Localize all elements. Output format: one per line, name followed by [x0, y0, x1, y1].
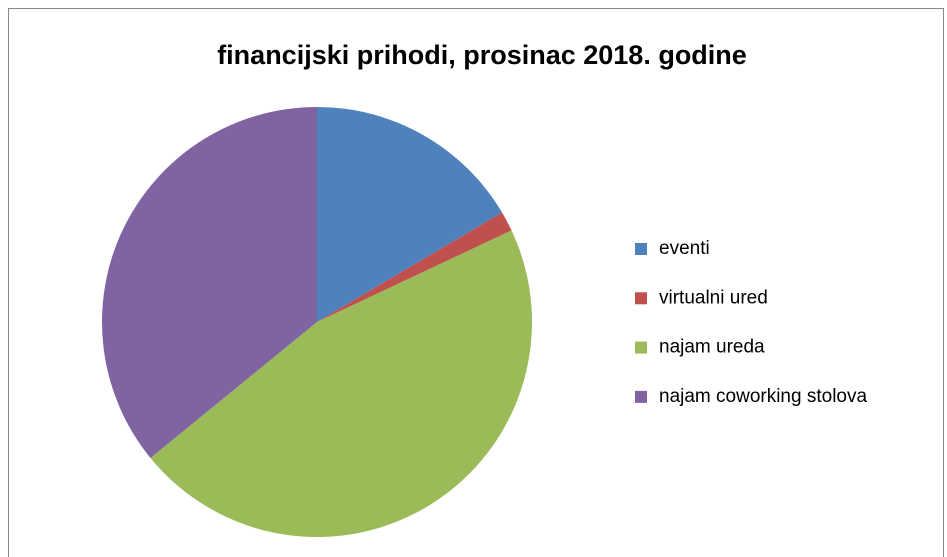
legend-label: virtualni ured — [659, 287, 768, 308]
pie-slice — [150, 230, 532, 537]
legend-swatch — [635, 390, 647, 403]
pie-slice — [317, 107, 503, 322]
pie-slice — [317, 212, 512, 322]
pie-slice — [101, 107, 318, 459]
legend-label: najam ureda — [659, 337, 765, 358]
legend-swatch — [635, 243, 647, 255]
legend-swatch — [635, 341, 647, 354]
chart-title: financijski prihodi, prosinac 2018. godi… — [217, 40, 747, 70]
legend-swatch — [635, 292, 647, 305]
legend-label: najam coworking stolova — [659, 386, 867, 407]
legend-label: eventi — [659, 238, 710, 259]
